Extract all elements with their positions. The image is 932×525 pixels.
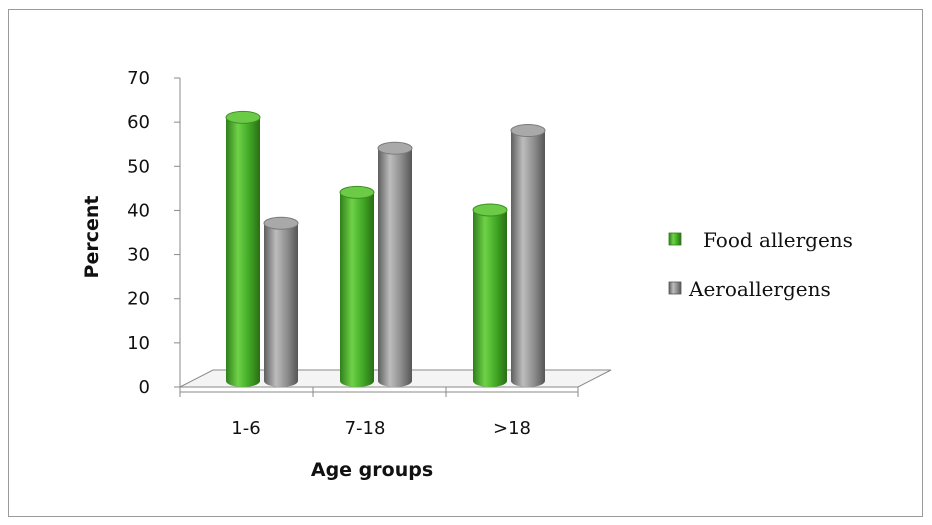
x-tick-label: >18 bbox=[493, 418, 531, 439]
bar-top bbox=[263, 216, 299, 230]
legend-swatch-icon bbox=[668, 232, 682, 246]
bar-top bbox=[472, 203, 508, 217]
x-tick-label: 1-6 bbox=[231, 418, 260, 439]
y-tick-label: 70 bbox=[127, 68, 150, 89]
chart-frame bbox=[8, 9, 923, 517]
x-axis-title: Age groups bbox=[311, 459, 433, 481]
y-axis: 0 10 20 30 40 50 60 70 bbox=[127, 68, 181, 398]
y-tick-label: 10 bbox=[127, 333, 150, 354]
bar-food-allergens-2 bbox=[472, 203, 508, 387]
bar-body bbox=[340, 192, 374, 387]
bar-body bbox=[473, 210, 507, 387]
bar-food-allergens-0 bbox=[225, 110, 261, 388]
x-axis-labels: 1-6 7-18 >18 bbox=[231, 418, 531, 439]
legend-label: Food allergens bbox=[703, 228, 853, 252]
bar-top bbox=[225, 110, 261, 124]
bar-body bbox=[226, 117, 260, 388]
bar-body bbox=[378, 148, 412, 387]
legend-label: Aeroallergens bbox=[688, 277, 831, 301]
y-tick-label: 50 bbox=[127, 156, 150, 177]
bar-top bbox=[510, 124, 546, 138]
legend-swatch-icon bbox=[668, 281, 682, 295]
x-tick-label: 7-18 bbox=[345, 418, 386, 439]
legend: Food allergens Aeroallergens bbox=[668, 228, 853, 301]
y-tick-label: 60 bbox=[127, 112, 150, 133]
bar-body bbox=[511, 130, 545, 387]
bar-aeroallergens-1 bbox=[377, 141, 413, 387]
y-tick-label: 20 bbox=[127, 289, 150, 310]
y-tick-label: 30 bbox=[127, 245, 150, 266]
y-axis-title: Percent bbox=[81, 196, 103, 279]
bar-top bbox=[377, 141, 413, 155]
bar-food-allergens-1 bbox=[339, 185, 375, 387]
bar-body bbox=[264, 223, 298, 387]
bars bbox=[225, 110, 546, 388]
y-tick-label: 40 bbox=[127, 200, 150, 221]
bar-aeroallergens-2 bbox=[510, 124, 546, 387]
bar-aeroallergens-0 bbox=[263, 216, 299, 387]
bar-top bbox=[339, 185, 375, 199]
y-tick-label: 0 bbox=[139, 377, 150, 398]
